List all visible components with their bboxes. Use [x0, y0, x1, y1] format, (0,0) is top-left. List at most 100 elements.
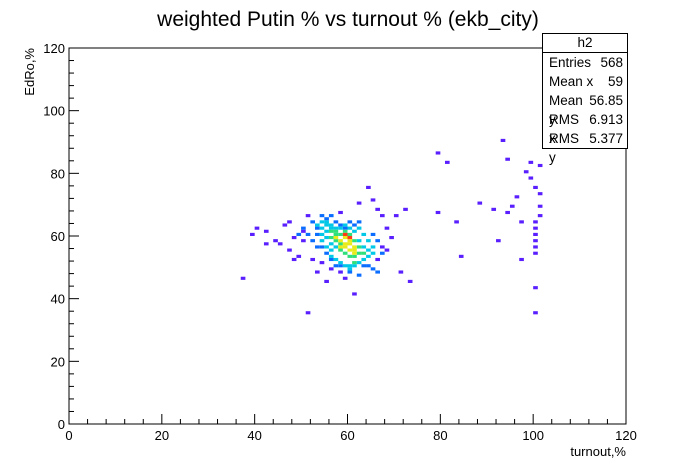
heatmap-bin: [333, 226, 339, 230]
heatmap-bin: [537, 163, 543, 168]
heatmap-bin: [342, 236, 348, 240]
heatmap-bin: [533, 239, 538, 243]
stats-header: h2: [543, 34, 627, 53]
heatmap-bin: [328, 242, 334, 246]
stats-label: RMS y: [549, 131, 579, 165]
heatmap-bin: [496, 239, 501, 243]
y-tick-label: 60: [51, 229, 65, 244]
x-tick-label: 60: [340, 428, 354, 443]
heatmap-bin: [533, 232, 538, 236]
heatmap-bin: [310, 239, 316, 243]
stats-row-rms-y: RMS y 5.377: [543, 129, 627, 165]
heatmap-bin: [356, 226, 362, 230]
heatmap-bin: [324, 229, 329, 233]
heatmap-bin: [352, 248, 357, 252]
heatmap-bin: [366, 248, 371, 252]
heatmap-bin: [338, 261, 343, 265]
heatmap-bin: [347, 264, 353, 268]
heatmap-bin: [352, 229, 357, 233]
heatmap-bin: [273, 239, 278, 243]
heatmap-bin: [384, 248, 390, 252]
heatmap-bin: [333, 236, 339, 240]
heatmap-bin: [328, 223, 334, 227]
heatmap-bin: [370, 267, 376, 271]
heatmap-bin: [315, 226, 320, 230]
heatmap-bin: [282, 223, 288, 227]
heatmap-bin: [287, 248, 292, 252]
heatmap-bin: [328, 257, 334, 262]
heatmap-bin: [533, 311, 538, 315]
heatmap-bin: [315, 223, 320, 227]
heatmap-bin: [342, 242, 348, 246]
heatmap-bin: [342, 245, 348, 249]
heatmap-bin: [310, 257, 316, 262]
stats-row-entries: Entries 568: [543, 53, 627, 72]
heatmap-bin: [356, 273, 362, 277]
heatmap-bin: [347, 226, 353, 230]
heatmap-bin: [338, 223, 343, 227]
heatmap-bin: [444, 160, 450, 164]
heatmap-bin: [333, 257, 339, 262]
stats-label: Entries: [549, 55, 592, 70]
heatmap-bin: [356, 201, 362, 205]
stats-value: 59: [607, 74, 623, 89]
heatmap-bin: [296, 254, 302, 258]
heatmap-bin: [347, 236, 353, 240]
heatmap-bin: [366, 239, 371, 243]
heatmap-bin: [315, 270, 320, 274]
heatmap-bin: [333, 245, 339, 249]
heatmap-bin: [319, 214, 325, 218]
heatmap-bin: [333, 232, 339, 236]
y-axis-ticks: 0 20 40 60 80 100 120: [43, 41, 79, 432]
heatmap-bin: [528, 160, 534, 164]
heatmap-bin: [333, 229, 339, 233]
heatmap-bin: [347, 242, 353, 246]
heatmap-bin: [328, 229, 334, 233]
x-tick-label: 40: [247, 428, 261, 443]
heatmap-bin: [338, 245, 343, 249]
heatmap-bin: [319, 261, 325, 265]
heatmap-bin: [366, 264, 371, 268]
heatmap-bin: [333, 220, 339, 224]
stats-value: 5.377: [589, 131, 623, 146]
heatmap-bin: [356, 251, 362, 255]
heatmap-bin: [519, 257, 524, 262]
heatmap-bin: [356, 220, 362, 224]
heatmap-bin: [366, 254, 371, 258]
heatmap-bin: [342, 276, 348, 280]
heatmap-bin: [347, 254, 353, 258]
x-axis-title: turnout,%: [570, 444, 626, 459]
x-tick-label: 120: [615, 428, 637, 443]
heatmap-bin: [338, 226, 343, 230]
heatmap-bin: [519, 220, 524, 224]
heatmap-bin: [301, 226, 306, 230]
heatmap-bin: [301, 229, 306, 233]
stats-value: 56.85: [589, 93, 623, 108]
heatmap-bin: [375, 257, 380, 262]
y-tick-label: 100: [43, 104, 65, 119]
heatmap-bin: [328, 226, 334, 230]
heatmap-bin: [477, 201, 483, 205]
heatmap-bin: [352, 251, 357, 255]
heatmap-bin: [324, 279, 329, 283]
heatmap-bin: [338, 264, 343, 268]
heatmap-bin: [342, 232, 348, 236]
chart-title: weighted Putin % vs turnout % (ekb_city): [156, 8, 539, 31]
heatmap-bin: [375, 207, 380, 211]
heatmap-bin: [305, 214, 311, 218]
heatmap-bin: [315, 232, 320, 236]
heatmap-bin: [407, 279, 413, 283]
heatmap-bin: [370, 198, 376, 202]
stats-value: 6.913: [589, 112, 623, 127]
heatmap-bin: [347, 232, 353, 236]
heatmap-bin: [352, 261, 357, 265]
heatmap-bin: [375, 239, 380, 243]
heatmap-bin: [352, 292, 357, 296]
heatmap-bin: [528, 176, 534, 180]
heatmap-bin: [356, 261, 362, 265]
heatmap-bin: [389, 236, 394, 240]
heatmap-bin: [342, 264, 348, 268]
heatmap-bin: [324, 217, 329, 221]
y-tick-label: 0: [58, 417, 65, 432]
